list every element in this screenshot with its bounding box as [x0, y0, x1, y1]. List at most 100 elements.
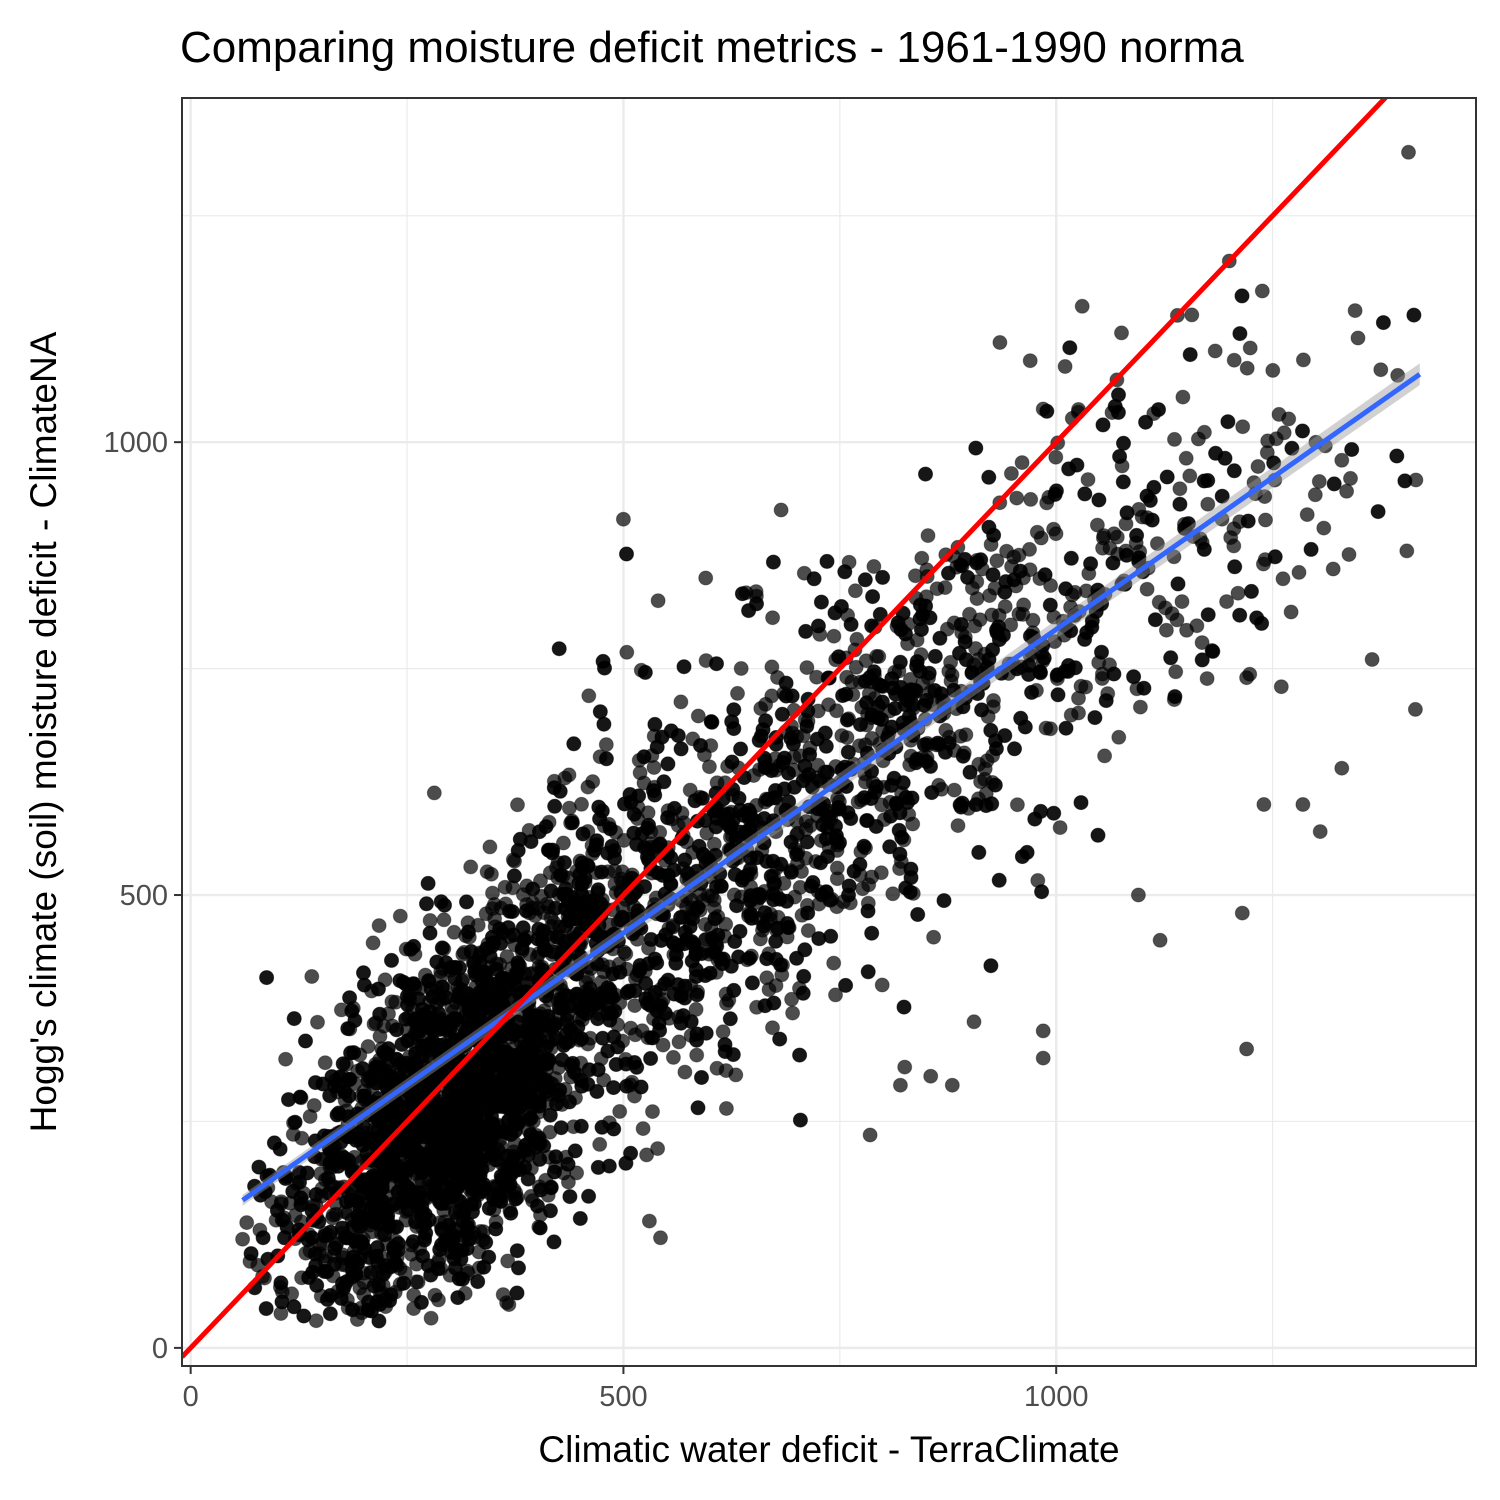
data-point [1158, 622, 1174, 638]
data-point [772, 1031, 788, 1047]
data-point [408, 1214, 423, 1230]
data-point [823, 928, 839, 944]
data-point [1232, 607, 1248, 623]
data-point [322, 1306, 338, 1322]
data-point [1200, 607, 1216, 623]
data-point [308, 1187, 324, 1202]
data-point [580, 779, 596, 795]
data-point [960, 569, 976, 585]
data-point [1034, 884, 1050, 900]
data-point [1220, 414, 1236, 430]
data-point [892, 846, 908, 862]
data-point [339, 1194, 354, 1210]
data-point [605, 966, 621, 982]
data-point [1003, 466, 1019, 481]
data-point [635, 1121, 651, 1137]
data-point [953, 557, 969, 573]
data-point [660, 756, 676, 772]
data-point [785, 1005, 801, 1021]
data-point [690, 1100, 706, 1116]
data-point [1169, 612, 1185, 628]
data-point [483, 866, 499, 882]
data-point [1226, 521, 1242, 537]
data-point [1047, 486, 1063, 502]
data-point [781, 765, 796, 781]
data-point [860, 903, 876, 919]
data-point [937, 580, 953, 596]
data-point [647, 787, 663, 803]
data-point [1163, 650, 1179, 666]
data-point [551, 641, 567, 657]
data-point [873, 865, 889, 881]
data-point [1178, 450, 1194, 466]
data-point [633, 1079, 649, 1095]
data-point [735, 870, 751, 886]
data-point [1240, 513, 1256, 529]
data-point [673, 694, 689, 710]
data-point [1080, 472, 1096, 488]
data-point [1227, 559, 1243, 575]
data-point [865, 589, 881, 605]
data-point [655, 867, 671, 883]
data-point [597, 660, 612, 676]
data-point [286, 1011, 302, 1027]
data-point [715, 1024, 731, 1040]
data-point [1226, 463, 1242, 479]
data-point [1347, 303, 1363, 319]
data-point [592, 704, 608, 720]
data-point [1184, 307, 1200, 323]
data-point [757, 905, 773, 921]
data-point [422, 925, 438, 941]
data-point [308, 1075, 323, 1091]
data-point [438, 1195, 454, 1211]
data-point [741, 603, 757, 619]
data-point [999, 543, 1015, 559]
data-point [485, 885, 500, 901]
data-point [1027, 811, 1043, 827]
data-point [1151, 594, 1167, 610]
data-point [1326, 476, 1342, 492]
data-point [892, 654, 908, 670]
data-point [985, 567, 1001, 583]
data-point [921, 665, 937, 681]
data-point [523, 834, 539, 850]
data-point [756, 918, 772, 934]
data-point [1009, 490, 1025, 506]
data-point [1234, 288, 1250, 304]
data-point [1167, 689, 1183, 705]
data-point [422, 913, 438, 928]
data-point [868, 819, 884, 834]
data-point [693, 738, 708, 753]
data-point [645, 1104, 660, 1120]
data-point [718, 1101, 734, 1116]
data-point [1017, 719, 1033, 735]
data-point [371, 1313, 387, 1329]
data-point [689, 987, 705, 1003]
data-point [730, 685, 745, 701]
data-point [722, 1011, 738, 1027]
data-point [758, 713, 774, 729]
data-point [707, 911, 723, 927]
data-point [410, 1274, 426, 1290]
data-point [843, 616, 859, 632]
data-point [1151, 402, 1166, 418]
data-point [561, 913, 577, 929]
data-point [478, 1234, 494, 1250]
data-point [758, 696, 774, 712]
data-point [1179, 622, 1195, 638]
data-point [1057, 359, 1073, 374]
data-point [619, 644, 635, 660]
data-point [412, 1185, 428, 1201]
data-point [266, 1135, 282, 1151]
data-point [717, 1037, 733, 1053]
data-point [1230, 585, 1246, 601]
data-point [1007, 741, 1022, 757]
data-point [345, 1302, 361, 1318]
data-point [553, 867, 569, 883]
data-point [463, 859, 479, 875]
data-point [844, 674, 860, 690]
data-point [1009, 797, 1025, 813]
data-point [437, 1097, 453, 1113]
data-point [1283, 604, 1299, 620]
data-point [649, 739, 665, 755]
